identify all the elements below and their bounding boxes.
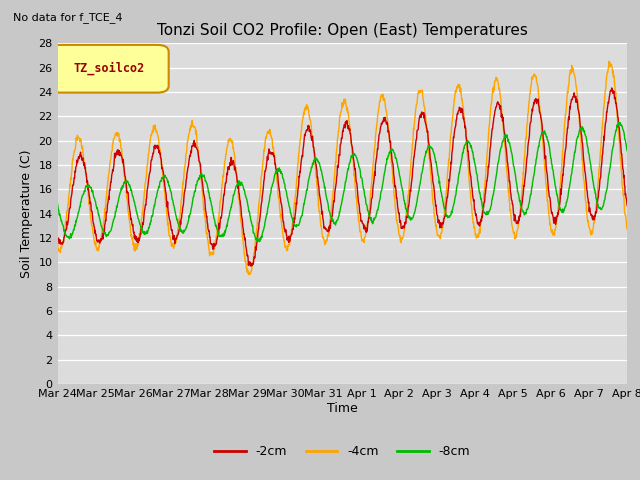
FancyBboxPatch shape: [49, 45, 169, 93]
Text: TZ_soilco2: TZ_soilco2: [73, 62, 145, 75]
X-axis label: Time: Time: [327, 402, 358, 415]
Y-axis label: Soil Temperature (C): Soil Temperature (C): [20, 149, 33, 278]
Title: Tonzi Soil CO2 Profile: Open (East) Temperatures: Tonzi Soil CO2 Profile: Open (East) Temp…: [157, 23, 528, 38]
Text: No data for f_TCE_4: No data for f_TCE_4: [13, 12, 122, 23]
Legend: -2cm, -4cm, -8cm: -2cm, -4cm, -8cm: [209, 440, 476, 463]
